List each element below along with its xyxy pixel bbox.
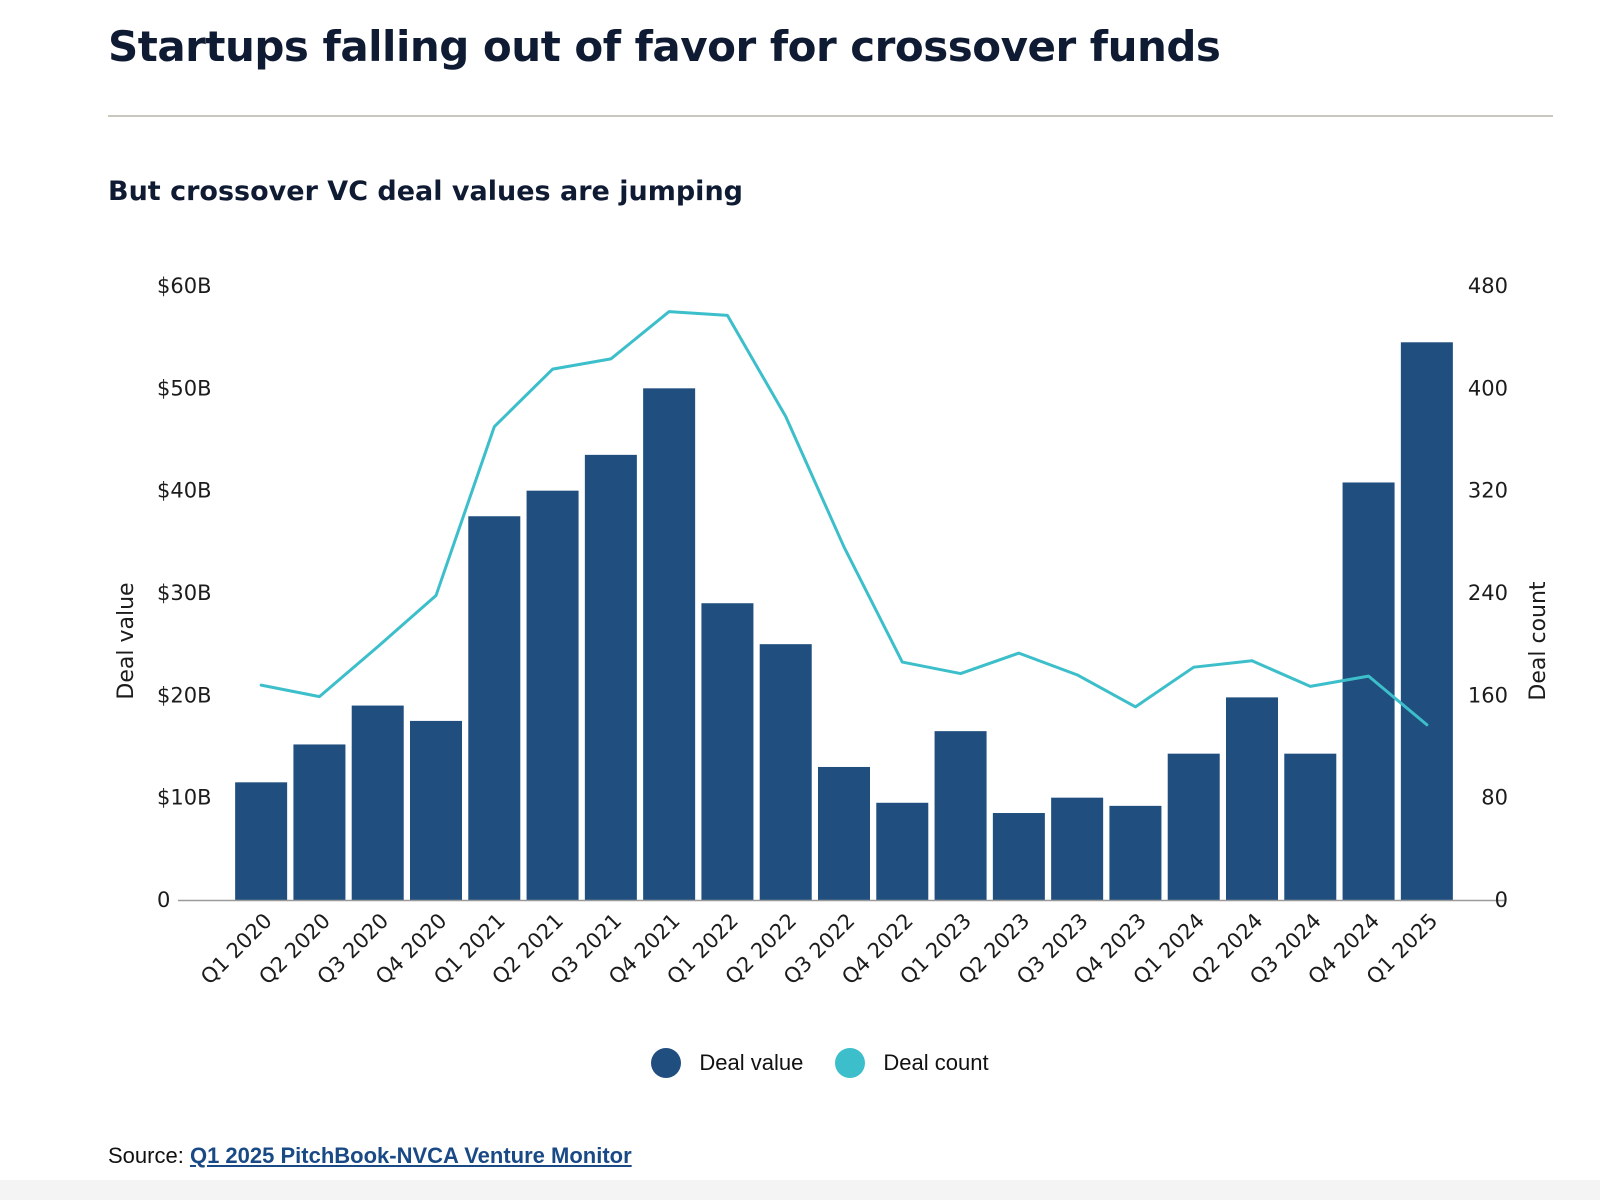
title-divider (108, 115, 1553, 117)
y-left-tick-label: $20B (157, 683, 212, 707)
y-left-tick-label: $60B (157, 274, 212, 298)
y-left-tick-label: $10B (157, 786, 212, 810)
legend-swatch-deal-count (835, 1048, 866, 1078)
y-right-tick-label: 80 (1481, 786, 1508, 810)
bar-deal-value-16 (1167, 753, 1220, 900)
chart-legend: Deal value Deal count (0, 1046, 1600, 1080)
bar-deal-value-7 (643, 388, 696, 900)
legend-swatch-deal-value (651, 1048, 682, 1078)
line-layer (259, 310, 1429, 727)
y-right-tick-label: 400 (1468, 376, 1508, 400)
bars-layer (235, 342, 1453, 900)
source-label: Source: (108, 1143, 184, 1168)
legend-item-deal-count: Deal count (835, 1048, 989, 1078)
y-right-tick-label: 320 (1468, 479, 1508, 503)
y-right-tick-label: 160 (1468, 683, 1508, 707)
y-left-tick-label: 0 (157, 888, 170, 912)
bar-deal-value-3 (410, 720, 462, 900)
y-left-tick-label: $50B (157, 376, 212, 400)
bar-deal-value-2 (351, 705, 404, 900)
bar-deal-value-8 (701, 603, 754, 900)
y-right-tick-label: 0 (1495, 888, 1508, 912)
bar-deal-value-11 (876, 802, 929, 900)
legend-label-deal-count: Deal count (883, 1050, 989, 1075)
bar-deal-value-6 (584, 454, 637, 900)
bar-deal-value-4 (468, 516, 521, 900)
legend-label-deal-value: Deal value (699, 1050, 804, 1075)
bar-deal-value-9 (759, 644, 812, 900)
legend-item-deal-value: Deal value (651, 1048, 803, 1078)
bar-deal-value-20 (1400, 342, 1453, 900)
bar-deal-value-0 (235, 782, 288, 900)
bottom-strip (0, 1180, 1600, 1200)
bar-deal-value-15 (1109, 805, 1162, 900)
bar-deal-value-10 (818, 766, 870, 900)
bar-deal-value-17 (1226, 697, 1278, 900)
bar-deal-value-5 (526, 490, 579, 900)
chart-subtitle: But crossover VC deal values are jumping (108, 176, 743, 207)
bar-deal-value-18 (1284, 753, 1337, 900)
y-left-axis-title: Deal value (114, 582, 139, 699)
source-line: Source: Q1 2025 PitchBook-NVCA Venture M… (108, 1143, 632, 1169)
bar-deal-value-1 (293, 744, 346, 900)
y-left-tick-label: $30B (157, 581, 212, 605)
y-right-axis-title: Deal count (1526, 581, 1551, 701)
y-left-tick-label: $40B (157, 479, 212, 503)
y-right-tick-label: 480 (1468, 274, 1508, 298)
line-deal-count (259, 310, 1429, 727)
y-right-tick-label: 240 (1468, 581, 1508, 605)
bar-deal-value-12 (934, 731, 987, 900)
source-link[interactable]: Q1 2025 PitchBook-NVCA Venture Monitor (189, 1143, 632, 1168)
bar-deal-value-13 (992, 813, 1045, 900)
bar-deal-value-14 (1051, 797, 1104, 900)
chart-title: Startups falling out of favor for crosso… (108, 22, 1221, 71)
